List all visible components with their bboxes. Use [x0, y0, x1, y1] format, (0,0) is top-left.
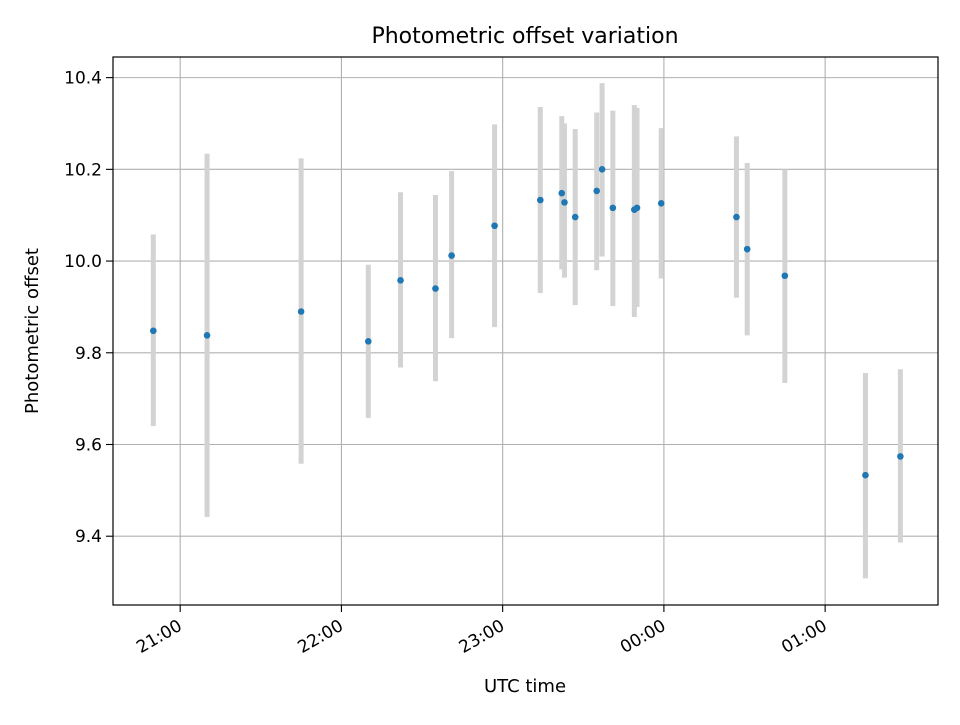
y-tick-label: 10.0 — [64, 252, 102, 272]
y-tick-label: 9.6 — [75, 435, 102, 455]
data-point — [598, 166, 606, 173]
y-tick-label: 10.4 — [64, 69, 102, 89]
data-point — [297, 308, 305, 315]
y-tick-label: 9.8 — [75, 344, 102, 364]
data-point — [448, 252, 455, 259]
chart-title: Photometric offset variation — [371, 24, 678, 49]
y-axis: 9.4 9.6 9.8 10.0 10.2 10.4 — [64, 69, 113, 547]
data-point — [593, 187, 601, 195]
data-point — [397, 277, 404, 284]
data-point — [657, 199, 665, 207]
data-point — [558, 189, 566, 197]
data-point — [536, 196, 544, 204]
plot-frame — [112, 56, 939, 606]
data-point — [364, 338, 372, 345]
data-point — [491, 222, 498, 230]
data-point — [571, 213, 579, 221]
data-point — [561, 199, 568, 206]
data-point — [432, 285, 439, 292]
y-tick-label: 9.4 — [75, 527, 102, 547]
data-point — [150, 327, 157, 335]
data-point — [743, 245, 751, 253]
y-axis-label: Photometric offset — [22, 248, 43, 414]
data-point — [633, 204, 641, 212]
data-point — [862, 471, 869, 479]
grid — [113, 57, 938, 605]
x-axis-label: UTC time — [484, 676, 566, 697]
data-point — [781, 272, 789, 280]
data-point — [733, 213, 740, 221]
y-tick-label: 10.2 — [64, 160, 102, 180]
data-point — [203, 332, 211, 339]
data-points — [150, 166, 904, 479]
data-point — [897, 453, 904, 460]
data-point — [609, 204, 617, 212]
